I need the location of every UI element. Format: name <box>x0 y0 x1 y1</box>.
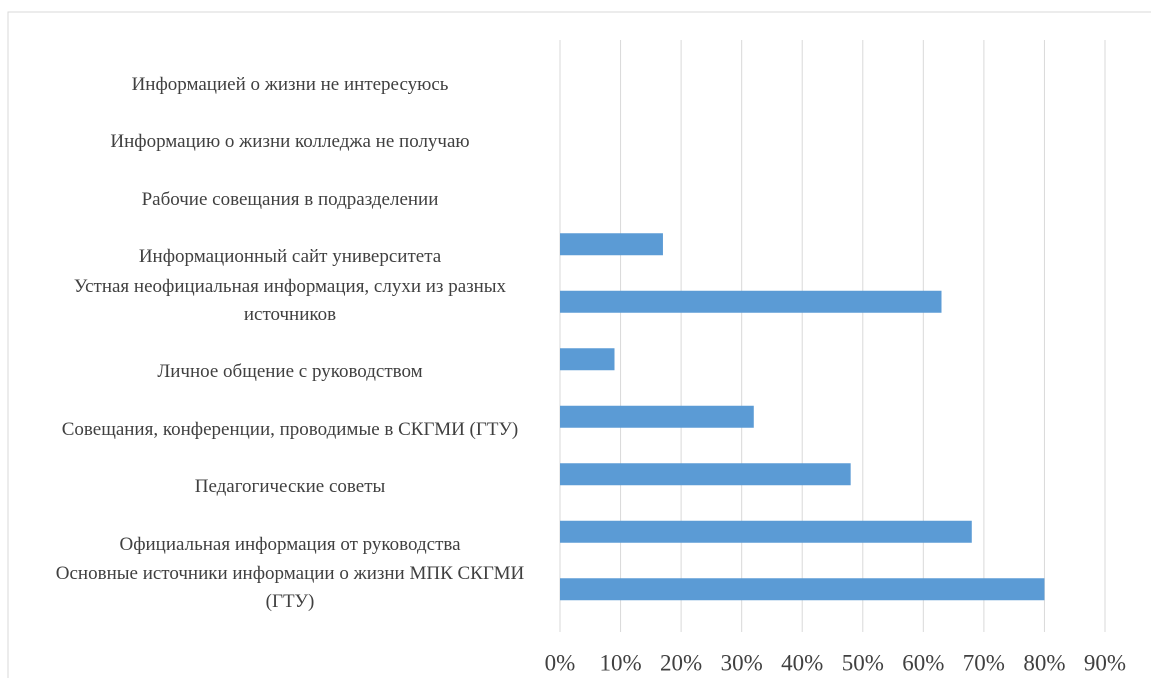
y-tick-label: Личное общение с руководством <box>157 361 423 383</box>
bar <box>560 290 942 313</box>
x-tick-label: 40% <box>781 650 823 675</box>
chart-frame <box>7 11 1151 678</box>
y-tick-label: Информацией о жизни не интересуюсь <box>131 73 449 95</box>
y-tick-label: Информацию о жизни колледжа не получаю <box>110 131 470 153</box>
x-tick-label: 60% <box>902 650 944 675</box>
x-tick-label: 0% <box>545 650 576 675</box>
bar <box>560 578 1045 601</box>
y-tick-label: Совещания, конференции, проводимые в СКГ… <box>61 418 519 440</box>
y-tick-label: Информационный сайт университета <box>138 246 442 268</box>
y-tick-label: Педагогические советы <box>194 476 386 498</box>
y-tick-label: Основные источники информации о жизни МП… <box>55 563 525 613</box>
bar <box>560 405 754 428</box>
x-tick-label: 90% <box>1084 650 1126 675</box>
bar <box>560 520 972 543</box>
bar <box>560 463 851 486</box>
x-tick-label: 10% <box>599 650 641 675</box>
y-tick-label: Рабочие совещания в подразделении <box>141 188 439 210</box>
x-tick-label: 80% <box>1023 650 1065 675</box>
x-tick-label: 20% <box>660 650 702 675</box>
x-tick-label: 50% <box>842 650 884 675</box>
x-tick-label: 70% <box>963 650 1005 675</box>
x-tick-label: 30% <box>721 650 763 675</box>
y-tick-label: Устная неофициальная информация, слухи и… <box>73 275 507 325</box>
bar <box>560 348 615 371</box>
y-tick-label: Официальная информация от руководства <box>119 533 461 555</box>
bar <box>560 233 663 256</box>
